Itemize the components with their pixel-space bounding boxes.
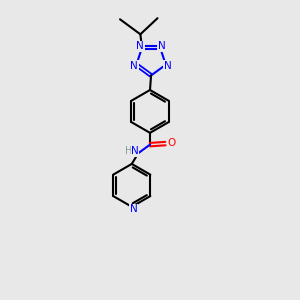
Text: N: N xyxy=(130,204,137,214)
Text: N: N xyxy=(158,41,166,51)
Text: N: N xyxy=(131,146,139,156)
Text: N: N xyxy=(130,61,138,71)
Text: N: N xyxy=(136,41,144,51)
Text: H: H xyxy=(125,146,132,156)
Text: N: N xyxy=(164,61,172,71)
Text: O: O xyxy=(167,138,175,148)
